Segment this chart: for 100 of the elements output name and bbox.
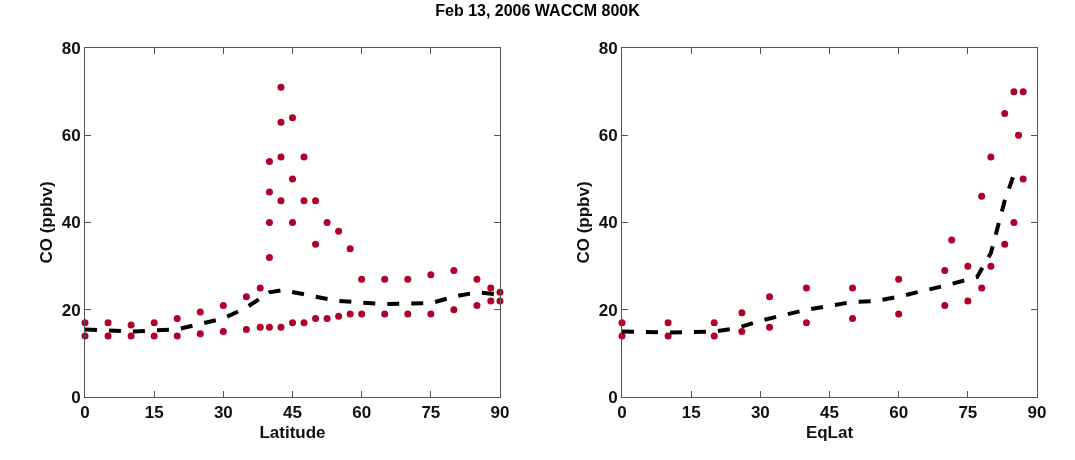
y-tick-label: 20 (598, 300, 618, 320)
point (710, 332, 718, 340)
point (404, 310, 412, 318)
point (987, 262, 995, 270)
point (242, 293, 250, 301)
point (1019, 88, 1027, 96)
point (1010, 219, 1018, 226)
point (802, 284, 810, 292)
x-tick-label: 90 (1027, 403, 1047, 423)
x-axis-title: Latitude (259, 422, 326, 442)
point (381, 310, 389, 318)
point (265, 323, 273, 331)
point (312, 314, 320, 322)
point (173, 332, 181, 340)
point (964, 297, 972, 305)
point (256, 284, 264, 292)
point (323, 219, 331, 226)
point (964, 262, 972, 270)
point (196, 308, 204, 316)
point (335, 312, 343, 320)
y-axis-title: CO (ppbv) (574, 181, 594, 264)
point (300, 197, 308, 205)
point (1001, 240, 1009, 248)
x-tick-label: 30 (750, 403, 770, 423)
point (1019, 175, 1027, 183)
point (766, 323, 774, 331)
point (346, 245, 354, 253)
point (895, 310, 903, 318)
point (127, 321, 135, 329)
point (473, 275, 481, 283)
point (256, 323, 264, 331)
point (265, 219, 273, 226)
point (450, 306, 458, 314)
point (312, 197, 320, 205)
point (277, 118, 285, 126)
y-tick-label: 60 (61, 126, 81, 146)
x-tick-label: 60 (889, 403, 909, 423)
point (802, 319, 810, 327)
point (346, 310, 354, 318)
point (219, 301, 227, 309)
y-tick-label: 60 (598, 126, 618, 146)
point (664, 319, 672, 327)
point (710, 319, 718, 327)
point (978, 192, 986, 200)
point (978, 284, 986, 292)
point (277, 197, 285, 205)
point (127, 332, 135, 340)
y-tick-label: 40 (61, 213, 81, 233)
x-tick-label: 30 (213, 403, 233, 423)
point (987, 153, 995, 161)
point (289, 114, 296, 122)
point (150, 319, 158, 327)
point (941, 266, 949, 274)
x-tick-label: 75 (421, 403, 441, 423)
text: Feb 13, 2006 WACCM 800K (434, 2, 641, 21)
point (277, 323, 285, 331)
point (1015, 131, 1023, 139)
point (277, 83, 285, 91)
point (289, 219, 296, 226)
x-axis-title: EqLat (805, 422, 854, 442)
point (948, 236, 956, 244)
point (664, 332, 672, 340)
point (323, 314, 331, 322)
point (427, 310, 435, 318)
x-tick-label: 45 (283, 403, 302, 423)
point (941, 301, 949, 309)
point (265, 157, 273, 165)
point (265, 188, 273, 196)
point (277, 153, 285, 161)
point (895, 275, 903, 283)
point (104, 332, 112, 340)
point (381, 275, 389, 283)
point (404, 275, 412, 283)
point (312, 240, 320, 248)
point (265, 253, 273, 261)
point (487, 284, 495, 292)
point (104, 319, 112, 327)
y-tick-label: 20 (61, 300, 81, 320)
y-tick-label: 0 (71, 387, 81, 407)
x-tick-label: 45 (820, 403, 839, 423)
x-tick-label: 90 (490, 403, 510, 423)
point (766, 293, 774, 301)
point (219, 328, 227, 336)
x-tick-label: 15 (144, 403, 164, 423)
point (487, 297, 495, 305)
y-tick-label: 0 (608, 387, 618, 407)
point (289, 175, 296, 183)
point (738, 309, 746, 317)
point (738, 328, 746, 336)
point (450, 266, 458, 274)
x-tick-label: 75 (958, 403, 978, 423)
point (150, 332, 158, 340)
y-tick-label: 40 (598, 213, 618, 233)
point (1001, 109, 1009, 117)
point (849, 314, 857, 322)
point (173, 314, 181, 322)
point (196, 330, 204, 338)
point (1010, 88, 1018, 96)
x-tick-label: 15 (681, 403, 701, 423)
y-axis-title: CO (ppbv) (37, 181, 57, 264)
